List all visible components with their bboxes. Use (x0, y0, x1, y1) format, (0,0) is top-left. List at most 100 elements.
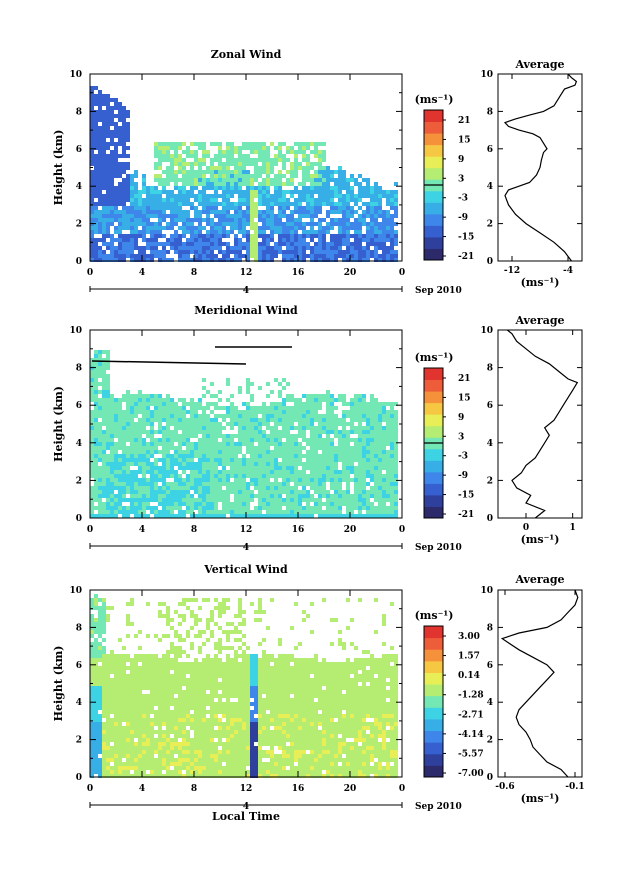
heatmap-cell (126, 742, 130, 746)
heatmap-cell (90, 210, 94, 214)
heatmap-cell (294, 494, 298, 498)
heatmap-cell (342, 450, 346, 454)
heatmap-cell (178, 506, 182, 510)
heatmap-cell (234, 462, 238, 466)
heatmap-cell (94, 154, 98, 158)
heatmap-cell (118, 738, 122, 742)
heatmap-cell (206, 506, 210, 510)
heatmap-cell (98, 746, 102, 750)
heatmap-cell (90, 770, 94, 774)
heatmap-cell (166, 166, 170, 170)
heatmap-cell (90, 454, 94, 458)
heatmap-cell (346, 230, 350, 234)
heatmap-cell (166, 770, 170, 774)
heatmap-cell (238, 458, 242, 462)
heatmap-cell (134, 770, 138, 774)
heatmap-cell (206, 514, 210, 518)
heatmap-cell (258, 482, 262, 486)
heatmap-cell (158, 638, 162, 642)
heatmap-cell (206, 250, 210, 254)
heatmap-cell (394, 498, 398, 502)
heatmap-cell (362, 218, 366, 222)
heatmap-cell (338, 478, 342, 482)
heatmap-cell (274, 174, 278, 178)
heatmap-cell (282, 478, 286, 482)
colorbar-label: -21 (458, 510, 474, 520)
heatmap-cell (158, 194, 162, 198)
heatmap-cell (162, 250, 166, 254)
heatmap-cell (382, 258, 386, 262)
heatmap-cell (154, 474, 158, 478)
heatmap-cell (238, 246, 242, 250)
colorbar-label: 9 (458, 413, 464, 423)
heatmap-cell (390, 238, 394, 242)
heatmap-cell (222, 194, 226, 198)
heatmap-cell (242, 142, 246, 146)
heatmap-cell (262, 502, 266, 506)
heatmap-cell (206, 406, 210, 410)
heatmap-cell (178, 494, 182, 498)
heatmap-cell (194, 178, 198, 182)
heatmap-cell (326, 422, 330, 426)
heatmap-cell (114, 742, 118, 746)
heatmap-cell (118, 498, 122, 502)
heatmap-cell (258, 386, 262, 390)
heatmap-cell (382, 430, 386, 434)
heatmap-cell (286, 182, 290, 186)
heatmap-cell (242, 222, 246, 226)
heatmap-cell (210, 174, 214, 178)
heatmap-cell (298, 234, 302, 238)
heatmap-cell (354, 502, 358, 506)
heatmap-cell (242, 198, 246, 202)
heatmap-cell (110, 686, 114, 690)
heatmap-cell (222, 218, 226, 222)
heatmap-cell (130, 182, 134, 186)
heatmap-cell (126, 618, 130, 622)
heatmap-cell (286, 258, 290, 262)
heatmap-cell (210, 182, 214, 186)
heatmap-cell (282, 206, 286, 210)
heatmap-cell (378, 478, 382, 482)
heatmap-cell (354, 490, 358, 494)
heatmap-cell (366, 402, 370, 406)
heatmap-cell (330, 202, 334, 206)
heatmap-cell (198, 510, 202, 514)
heatmap-cell (98, 490, 102, 494)
heatmap-cell (318, 470, 322, 474)
heatmap-cell (158, 706, 162, 710)
heatmap-cell (202, 406, 206, 410)
heatmap-cell (146, 486, 150, 490)
heatmap-cell (114, 506, 118, 510)
heatmap-cell (206, 438, 210, 442)
heatmap-cell (366, 190, 370, 194)
heatmap-cell (394, 514, 398, 518)
heatmap-cell (114, 454, 118, 458)
heatmap-cell (242, 146, 246, 150)
heatmap-cell (190, 478, 194, 482)
heatmap-cell (134, 502, 138, 506)
heatmap-cell (214, 474, 218, 478)
heatmap-cell (102, 214, 106, 218)
heatmap-cell (114, 718, 118, 722)
heatmap-cell (194, 142, 198, 146)
heatmap-cell (166, 670, 170, 674)
heatmap-cell (334, 194, 338, 198)
heatmap-cell (238, 250, 242, 254)
heatmap-cell (90, 430, 94, 434)
heatmap-cell (318, 242, 322, 246)
heatmap-cell (390, 214, 394, 218)
heatmap-cell (278, 474, 282, 478)
heatmap-cell (322, 170, 326, 174)
heatmap-cell (254, 210, 258, 214)
heatmap-cell (282, 142, 286, 146)
heatmap-cell (166, 250, 170, 254)
heatmap-cell (134, 710, 138, 714)
heatmap-cell (378, 418, 382, 422)
heatmap-cell (294, 234, 298, 238)
heatmap-cell (210, 422, 214, 426)
heatmap-cell (210, 510, 214, 514)
heatmap-cell (294, 470, 298, 474)
heatmap-cell (170, 158, 174, 162)
heatmap-cell (202, 478, 206, 482)
heatmap-cell (210, 394, 214, 398)
